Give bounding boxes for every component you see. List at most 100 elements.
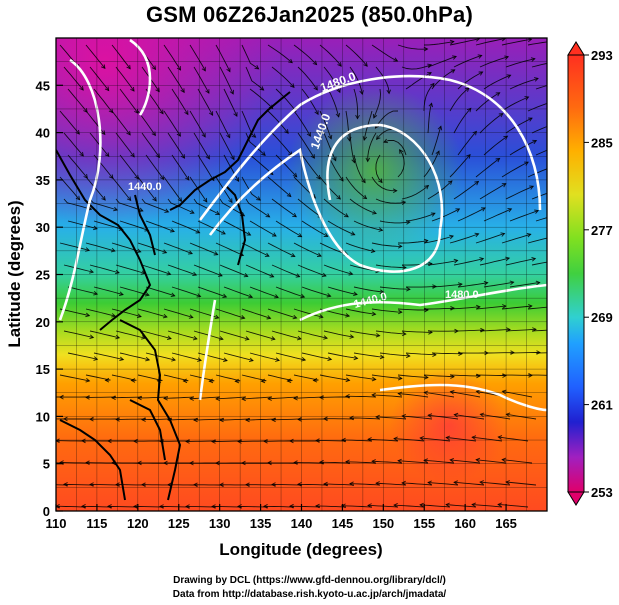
streamline	[457, 131, 477, 156]
streamline	[527, 306, 547, 310]
streamline	[137, 176, 157, 202]
streamline	[293, 110, 311, 137]
streamline	[133, 505, 165, 508]
colorbar-scale	[567, 54, 585, 493]
streamline-arrowhead	[119, 356, 125, 362]
streamline	[67, 88, 88, 113]
colorbar-label: 277	[591, 223, 613, 238]
streamline	[373, 88, 381, 119]
streamline	[479, 257, 510, 266]
streamline	[163, 110, 181, 137]
streamline-arrowhead	[259, 86, 265, 91]
streamline	[502, 390, 533, 398]
streamline-arrowhead	[553, 235, 557, 239]
streamline-arrowhead	[245, 417, 250, 423]
streamline	[197, 154, 215, 181]
streamline	[163, 308, 193, 318]
streamline	[506, 413, 537, 420]
streamline	[449, 233, 479, 244]
streamline-arrowhead	[348, 271, 354, 276]
streamline	[245, 198, 270, 218]
x-tick-label: 120	[127, 516, 149, 531]
streamline-arrowhead	[180, 154, 186, 159]
streamline	[479, 113, 504, 134]
streamline	[457, 71, 483, 90]
streamline-arrowhead	[534, 209, 540, 214]
streamline-arrowhead	[130, 86, 135, 92]
streamline	[394, 438, 425, 442]
streamline	[505, 328, 537, 332]
streamline	[453, 54, 482, 68]
streamline	[141, 132, 160, 158]
streamline-arrowhead	[314, 110, 319, 116]
streamline	[223, 88, 238, 117]
streamline	[379, 352, 410, 357]
streamline	[505, 117, 533, 134]
streamline-arrowhead	[401, 413, 406, 419]
streamline	[249, 286, 279, 298]
streamline-arrowhead	[472, 130, 478, 136]
streamline-arrowhead	[292, 212, 297, 218]
streamline-arrowhead	[293, 395, 298, 401]
streamline	[353, 220, 383, 231]
streamline	[353, 154, 366, 183]
streamline-arrowhead	[159, 504, 164, 509]
streamline-arrowhead	[323, 335, 329, 340]
streamline	[189, 176, 208, 203]
streamline-arrowhead	[271, 417, 276, 423]
streamline-arrowhead	[424, 375, 429, 380]
streamline	[327, 220, 355, 236]
streamline	[275, 286, 305, 298]
streamline-arrowhead	[449, 234, 454, 240]
streamline-arrowhead	[63, 416, 68, 422]
streamline-arrowhead	[349, 334, 355, 339]
streamline-arrowhead	[480, 207, 486, 212]
streamline	[289, 505, 321, 508]
streamline-arrowhead	[471, 435, 477, 440]
x-tick-label: 145	[332, 516, 354, 531]
streamline-arrowhead	[466, 153, 471, 159]
streamline	[483, 208, 512, 222]
streamline-arrowhead	[554, 39, 558, 43]
streamline-arrowhead	[445, 435, 451, 441]
streamline-arrowhead	[554, 305, 558, 309]
streamline	[111, 396, 143, 399]
streamline-arrowhead	[323, 416, 328, 422]
y-tick-label: 45	[36, 78, 50, 93]
streamline-arrowhead	[152, 196, 157, 202]
streamline-arrowhead	[474, 232, 480, 238]
streamline-arrowhead	[222, 293, 228, 299]
streamline	[137, 396, 169, 399]
map-title: GSM 06Z26Jan2025 (850.0hPa)	[145, 2, 474, 27]
y-axis-title: Latitude (degrees)	[5, 200, 24, 347]
streamline	[145, 220, 175, 232]
streamline	[85, 308, 116, 317]
streamline	[249, 88, 274, 109]
streamline-arrowhead	[345, 394, 350, 399]
x-tick-label: 150	[372, 516, 394, 531]
streamline-arrowhead	[375, 332, 381, 338]
streamline-arrowhead	[534, 77, 539, 82]
streamline	[375, 264, 406, 269]
streamline-arrowhead	[447, 180, 453, 185]
streamline-arrowhead	[455, 208, 461, 213]
streamline-arrowhead	[552, 165, 556, 169]
streamline	[345, 374, 376, 380]
streamline-arrowhead	[406, 286, 411, 292]
streamline	[89, 484, 121, 486]
streamline	[527, 237, 547, 244]
streamline-arrowhead	[556, 188, 560, 192]
streamline	[401, 263, 432, 266]
streamline	[89, 330, 120, 339]
streamline-arrowhead	[464, 87, 470, 92]
streamline-arrowhead	[288, 58, 293, 64]
streamline-arrowhead	[453, 480, 458, 485]
streamline	[223, 352, 254, 362]
streamline-arrowhead	[371, 376, 377, 382]
streamline	[115, 132, 135, 158]
streamline	[431, 126, 442, 156]
streamline	[349, 198, 377, 214]
streamline	[319, 374, 350, 381]
credit-data: Data from http://database.rish.kyoto-u.a…	[172, 589, 447, 600]
streamline-arrowhead	[386, 89, 392, 95]
